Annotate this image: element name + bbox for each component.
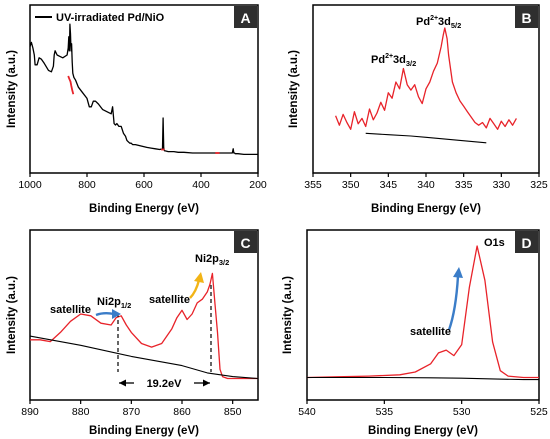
panel-c-badge (234, 231, 257, 253)
x-tick-label: 350 (342, 179, 360, 191)
panel-a-plot (29, 23, 258, 156)
panel-b-data-line-0 (334, 27, 517, 130)
x-tick-label: 355 (304, 179, 322, 191)
panel-d-blue-arrow (447, 275, 460, 331)
panel-d-label: D (521, 235, 531, 251)
panel-d-satellite-label: satellite (410, 326, 451, 338)
panel-a-badge (234, 6, 257, 28)
panel-d-ylabel: Intensity (a.u.) (282, 276, 294, 354)
panel-a-fit-line-1 (67, 75, 75, 95)
panel-a: UV-irradiated Pd/NiO A 1000 800 600 400 200 … (6, 4, 267, 215)
x-tick-label: 870 (123, 406, 141, 418)
panel-c-satellite-label-2: satellite (149, 294, 190, 306)
panel-c: C 19.2eV satellite Ni2p1/2 satellite Ni2… (6, 229, 259, 437)
panel-c-arrow-right-head (203, 379, 210, 387)
panel-c-yellow-arrow (189, 279, 201, 299)
panel-c-xlabel: Binding Energy (eV) (89, 425, 199, 437)
panel-c-plot (29, 272, 259, 380)
panel-a-label: A (240, 10, 250, 26)
x-tick-label: 200 (249, 179, 267, 191)
panel-a-ylabel: Intensity (a.u.) (6, 50, 18, 128)
x-tick-label: 400 (192, 179, 210, 191)
x-tick-label: 325 (530, 179, 548, 191)
x-tick-label: 1000 (18, 179, 42, 191)
panel-a-legend-label: UV-irradiated Pd/NiO (56, 12, 165, 24)
panel-b-xlabel: Binding Energy (eV) (371, 203, 481, 215)
panel-a-xlabel: Binding Energy (eV) (89, 203, 199, 215)
panel-c-frame (29, 229, 259, 401)
panel-a-frame (29, 4, 259, 174)
panel-c-ticks: 890 880 870 860 850 (21, 400, 242, 418)
panel-b-badge (515, 6, 538, 28)
panel-b: B Pd2+3d5/2 Pd2+3d3/2 355 350 345 340 335 330… (288, 4, 548, 215)
panel-d-data-line-0 (306, 245, 539, 379)
panel-b-plot (334, 27, 517, 144)
x-tick-label: 535 (376, 406, 394, 418)
panel-b-baseline-line-1 (365, 132, 487, 144)
peak-label-pd-3d32: Pd2+3d3/2 (371, 53, 416, 68)
panel-d-blue-arrow-head (453, 267, 463, 278)
x-tick-label: 540 (298, 406, 316, 418)
x-tick-label: 850 (224, 406, 242, 418)
x-tick-label: 600 (135, 179, 153, 191)
panel-c-baseline-line-1 (29, 335, 259, 380)
panel-b-ticks: 355 350 345 340 335 330 325 (304, 173, 548, 191)
panel-d-plot (306, 245, 539, 381)
panel-d-baseline-line-1 (307, 376, 539, 381)
panel-c-satellite-label-1: satellite (50, 304, 91, 316)
panel-d-xlabel: Binding Energy (eV) (368, 425, 478, 437)
panel-c-ni2p32-label: Ni2p3/2 (195, 253, 229, 267)
panel-c-yellow-arrow-head (194, 272, 204, 283)
x-tick-label: 530 (453, 406, 471, 418)
panel-c-arrow-left-head (119, 379, 126, 387)
x-tick-label: 525 (530, 406, 548, 418)
x-tick-label: 340 (417, 179, 435, 191)
panel-d: D O1s satellite 540 535 530 525 Binding Ene… (282, 229, 548, 437)
x-tick-label: 890 (21, 406, 39, 418)
panel-c-ni2p12-label: Ni2p1/2 (97, 296, 131, 310)
peak-label-pd-3d52: Pd2+3d5/2 (416, 15, 461, 30)
x-tick-label: 800 (78, 179, 96, 191)
panel-a-data-line-0 (29, 23, 258, 156)
x-tick-label: 335 (455, 179, 473, 191)
panel-c-blue-arrow-head (112, 309, 121, 319)
panel-b-label: B (521, 10, 531, 26)
panel-b-ylabel: Intensity (a.u.) (288, 50, 300, 128)
x-tick-label: 880 (72, 406, 90, 418)
panel-c-label: C (240, 235, 250, 251)
panel-a-ticks: 1000 800 600 400 200 (18, 173, 267, 191)
panel-d-ticks: 540 535 530 525 (298, 400, 548, 418)
panel-c-blue-arrow (95, 312, 115, 317)
panel-d-frame (306, 229, 540, 401)
x-tick-label: 345 (380, 179, 398, 191)
x-tick-label: 330 (493, 179, 511, 191)
panel-d-o1s-label: O1s (484, 237, 505, 249)
x-tick-label: 860 (173, 406, 191, 418)
panel-c-spacing-label: 19.2eV (147, 378, 183, 390)
panel-c-data-line-0 (30, 272, 258, 380)
panel-d-badge (515, 231, 538, 253)
panel-c-ylabel: Intensity (a.u.) (6, 276, 18, 354)
